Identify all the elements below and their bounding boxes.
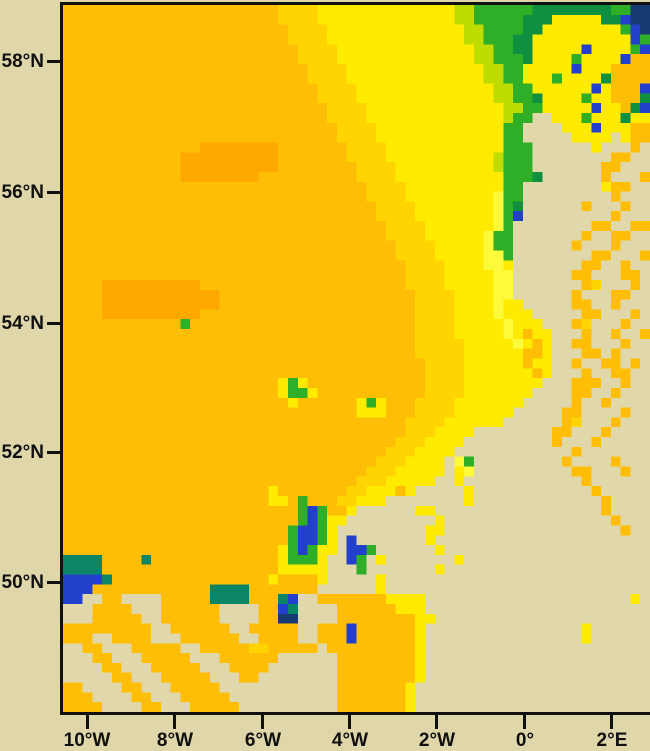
x-tick-label: 2°E — [596, 730, 628, 751]
y-tick — [47, 581, 62, 585]
x-tick — [348, 714, 352, 729]
y-tick-label: 50°N — [1, 571, 44, 593]
x-tick — [610, 714, 614, 729]
y-tick — [47, 451, 62, 455]
y-tick — [47, 60, 62, 64]
y-tick — [47, 191, 62, 195]
x-tick — [435, 714, 439, 729]
y-tick-label: 54°N — [1, 312, 44, 334]
plot-frame — [60, 2, 650, 715]
x-tick — [261, 714, 265, 729]
y-tick — [47, 322, 62, 326]
x-tick — [173, 714, 177, 729]
x-tick-label: 2°W — [418, 730, 456, 751]
heatmap-canvas — [63, 5, 650, 712]
x-tick-label: 10°W — [63, 730, 111, 751]
x-tick-label: 4°W — [331, 730, 369, 751]
x-tick — [523, 714, 527, 729]
x-tick-label: 8°W — [156, 730, 194, 751]
y-tick-label: 52°N — [1, 441, 44, 463]
y-tick-label: 58°N — [1, 50, 44, 72]
x-tick-label: 6°W — [244, 730, 282, 751]
x-tick — [85, 714, 89, 729]
x-tick-label: 0° — [515, 730, 535, 751]
y-tick-label: 56°N — [1, 181, 44, 203]
